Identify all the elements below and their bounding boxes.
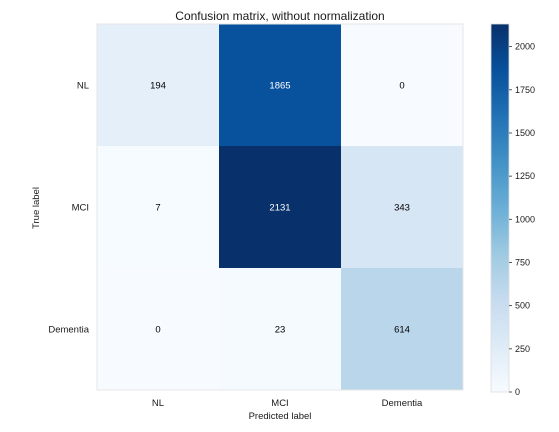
- colorbar-tick-label: 0: [515, 387, 520, 397]
- colorbar-tick-label: 1500: [515, 128, 535, 138]
- colorbar-tick-label: 1000: [515, 214, 535, 224]
- cell-value-label: 194: [150, 81, 166, 92]
- x-axis-label: Predicted label: [249, 411, 312, 422]
- cell-value-label: 0: [399, 81, 404, 92]
- colorbar-tick-label: 1250: [515, 171, 535, 181]
- heatmap-cell: [341, 24, 463, 146]
- y-axis-label: True label: [31, 187, 42, 229]
- x-tick-labels: NL MCI Dementia: [152, 398, 423, 409]
- heatmap-cell-labels: 194 1865 0 7 2131 343 0 23 614: [150, 81, 410, 336]
- plot-frame: [96, 23, 464, 391]
- cell-value-label: 343: [394, 203, 410, 214]
- cell-value-label: 2131: [269, 203, 290, 214]
- heatmap-cell: [219, 24, 341, 146]
- colorbar-tick-label: 500: [515, 301, 530, 311]
- heatmap-cell: [341, 268, 463, 390]
- cell-value-label: 7: [155, 203, 160, 214]
- cell-value-label: 23: [275, 325, 286, 336]
- colorbar: 0 250 500 750 1000 1250 1500 1750 2000: [490, 23, 535, 397]
- heatmap-cell: [341, 146, 463, 268]
- heatmap-cell: [219, 268, 341, 390]
- y-tick-label: MCI: [72, 203, 89, 214]
- colorbar-tick-label: 750: [515, 257, 530, 267]
- y-tick-label: NL: [77, 81, 89, 92]
- y-tick-label: Dementia: [48, 325, 89, 336]
- colorbar-tick-label: 250: [515, 344, 530, 354]
- heatmap-cell: [97, 24, 219, 146]
- heatmap-cells: [96, 23, 464, 391]
- colorbar-gradient: [490, 23, 510, 393]
- heatmap-cell: [219, 146, 341, 268]
- cell-value-label: 0: [155, 325, 160, 336]
- x-tick-label: Dementia: [382, 398, 423, 409]
- cell-value-label: 614: [394, 325, 410, 336]
- x-tick-label: NL: [152, 398, 164, 409]
- x-tick-label: MCI: [271, 398, 288, 409]
- cell-value-label: 1865: [269, 81, 290, 92]
- heatmap-cell: [97, 268, 219, 390]
- chart-title: Confusion matrix, without normalization: [175, 9, 384, 23]
- colorbar-tick-label: 1750: [515, 85, 535, 95]
- heatmap-cell: [97, 146, 219, 268]
- y-tick-labels: NL MCI Dementia: [48, 81, 89, 336]
- colorbar-tick-label: 2000: [515, 42, 535, 52]
